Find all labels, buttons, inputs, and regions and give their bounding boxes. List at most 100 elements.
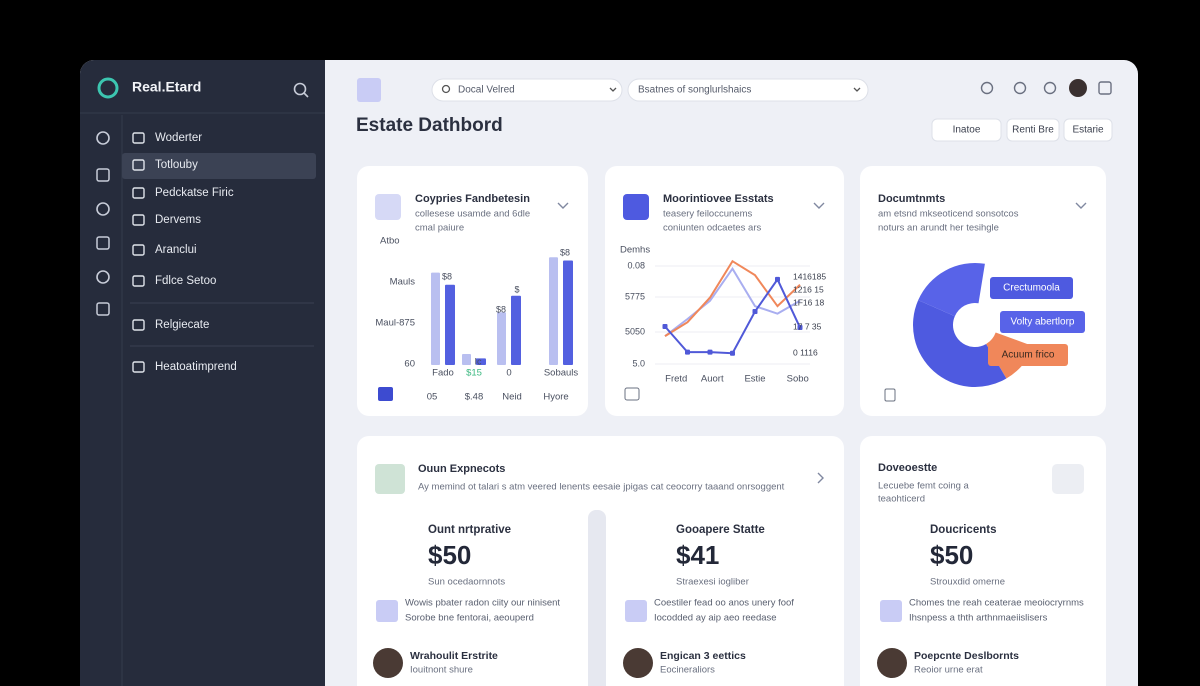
bar-note: $: [514, 284, 519, 294]
search-icon[interactable]: [293, 82, 307, 96]
card-subtitle: Lecuebe femt coing a: [878, 481, 970, 492]
menu-item[interactable]: Totlouby: [155, 159, 198, 171]
search-box: [431, 78, 623, 102]
card-subtitle: teasery feiloccunems: [663, 209, 752, 220]
card-title: Doveoestte: [878, 462, 937, 474]
card-subtitle: teaohticerd: [878, 494, 925, 505]
brand-logo: [97, 77, 119, 99]
stat-caption: Straexesi iogliber: [676, 577, 749, 588]
person-role: Reoior urne erat: [914, 665, 983, 676]
card-title: Moorintiovee Esstats: [663, 193, 774, 205]
menu-item[interactable]: Woderter: [155, 132, 202, 144]
toolbar-icon: [1098, 81, 1112, 95]
x-tick-label: $15: [466, 368, 482, 379]
icon-rail: [80, 60, 122, 686]
legend-box: [1000, 311, 1085, 333]
person-role: Iouitnont shure: [410, 665, 473, 676]
toolbar-icon[interactable]: [1043, 81, 1057, 95]
axis-text: 5050: [625, 326, 645, 336]
dropdown-value[interactable]: Bsatnes of songlurlshaics: [638, 85, 751, 96]
rail-icon: [96, 131, 110, 145]
person-avatar: [373, 648, 403, 678]
page-title: Estate Dathbord: [356, 115, 503, 136]
x-tick-label: Fretd: [665, 374, 687, 385]
menu-item[interactable]: Dervems: [155, 214, 201, 226]
chevron-down: [609, 87, 617, 92]
card-title: Documtnmts: [878, 193, 945, 205]
card-chevron[interactable]: [817, 472, 824, 484]
axis-text: 0.08: [627, 260, 645, 270]
header-button-label[interactable]: Estarie: [1072, 125, 1104, 136]
note-icon: [880, 600, 902, 622]
stat-caption: Sun ocedaornnots: [428, 577, 505, 588]
dropdown: [627, 78, 869, 102]
menu-item[interactable]: Relgiecate: [155, 319, 209, 331]
header-button: [1063, 118, 1113, 142]
header-button-label[interactable]: Inatoe: [953, 125, 981, 136]
note-text: Chomes tne reah ceaterae meoiocryrnms: [909, 598, 1084, 609]
card-chevron[interactable]: [557, 202, 569, 209]
legend-box: [990, 277, 1073, 299]
window: Real.Etard Woderter Totlouby Pedckatse Firi…: [80, 60, 1138, 686]
menu-item[interactable]: Heatoatimprend: [155, 361, 237, 373]
x-sublabel: 05: [427, 392, 438, 403]
bar: [563, 260, 573, 365]
x-sublabel: Neid: [502, 392, 522, 403]
rail-icon: [96, 236, 110, 250]
menu-selected: [122, 153, 316, 179]
line-series: [664, 259, 801, 337]
axis-text: 5775: [625, 291, 645, 301]
rail-icon: [96, 202, 110, 216]
bar: [445, 284, 455, 365]
axis-text: 60: [404, 359, 415, 370]
column-divider: [588, 510, 606, 686]
legend-box: [988, 344, 1068, 366]
stat-amount: $50: [428, 540, 471, 570]
card-action: [1052, 464, 1084, 494]
menu-icon: [132, 361, 145, 373]
note-text: Sorobe bne fentorai, aeouperd: [405, 613, 534, 624]
line-marker: [707, 349, 713, 355]
header-button-label[interactable]: Renti Bre: [1012, 125, 1054, 136]
header-button: [931, 118, 1002, 142]
pie-slice: [912, 300, 1007, 388]
bar: [431, 272, 440, 365]
pie-slice: [918, 262, 985, 317]
menu-icon: [132, 214, 145, 226]
menu-item[interactable]: Fdlce Setoo: [155, 275, 216, 287]
card-subtitle: coniunten odcaetes ars: [663, 223, 761, 234]
card-icon: [375, 194, 401, 220]
axis-text: Mauls: [390, 277, 416, 288]
person-avatar: [877, 648, 907, 678]
note-text: Coestiler fead oo anos unery foof: [654, 598, 794, 609]
axis-text: 5.0: [632, 358, 645, 368]
chart-icon: [624, 387, 640, 401]
toolbar-icon[interactable]: [1013, 81, 1027, 95]
chart-icon: [884, 388, 896, 402]
card-chevron[interactable]: [813, 202, 825, 209]
chart-icon: [378, 387, 393, 401]
card-subtitle: am etsnd mkseoticend sonsotcos: [878, 209, 1019, 220]
side-text: 0 1116: [793, 347, 818, 357]
x-tick-label: Sobo: [787, 374, 809, 385]
stat-label: Ount nrtprative: [428, 524, 511, 536]
toolbar-icon[interactable]: [980, 81, 994, 95]
menu-item[interactable]: Aranclui: [155, 244, 197, 256]
bar: [497, 312, 506, 365]
menu-item[interactable]: Pedckatse Firic: [155, 187, 234, 199]
search-input[interactable]: Docal Velred: [458, 85, 515, 96]
person-role: Eocineraliors: [660, 665, 715, 676]
menu-icon: [132, 187, 145, 199]
card-title: Coypries Fandbetesin: [415, 193, 530, 205]
user-avatar[interactable]: [1069, 79, 1087, 97]
card-subtitle: cmal paiure: [415, 223, 464, 234]
x-tick-label: Sobauls: [544, 368, 579, 379]
side-text: 1216 15: [793, 284, 824, 294]
card-chevron[interactable]: [1075, 202, 1087, 209]
stat-caption: Strouxdid omerne: [930, 577, 1005, 588]
search-box-icon: [441, 84, 451, 94]
line-marker: [685, 349, 690, 355]
menu-icon: [132, 244, 145, 256]
rail-icon: [96, 168, 110, 182]
